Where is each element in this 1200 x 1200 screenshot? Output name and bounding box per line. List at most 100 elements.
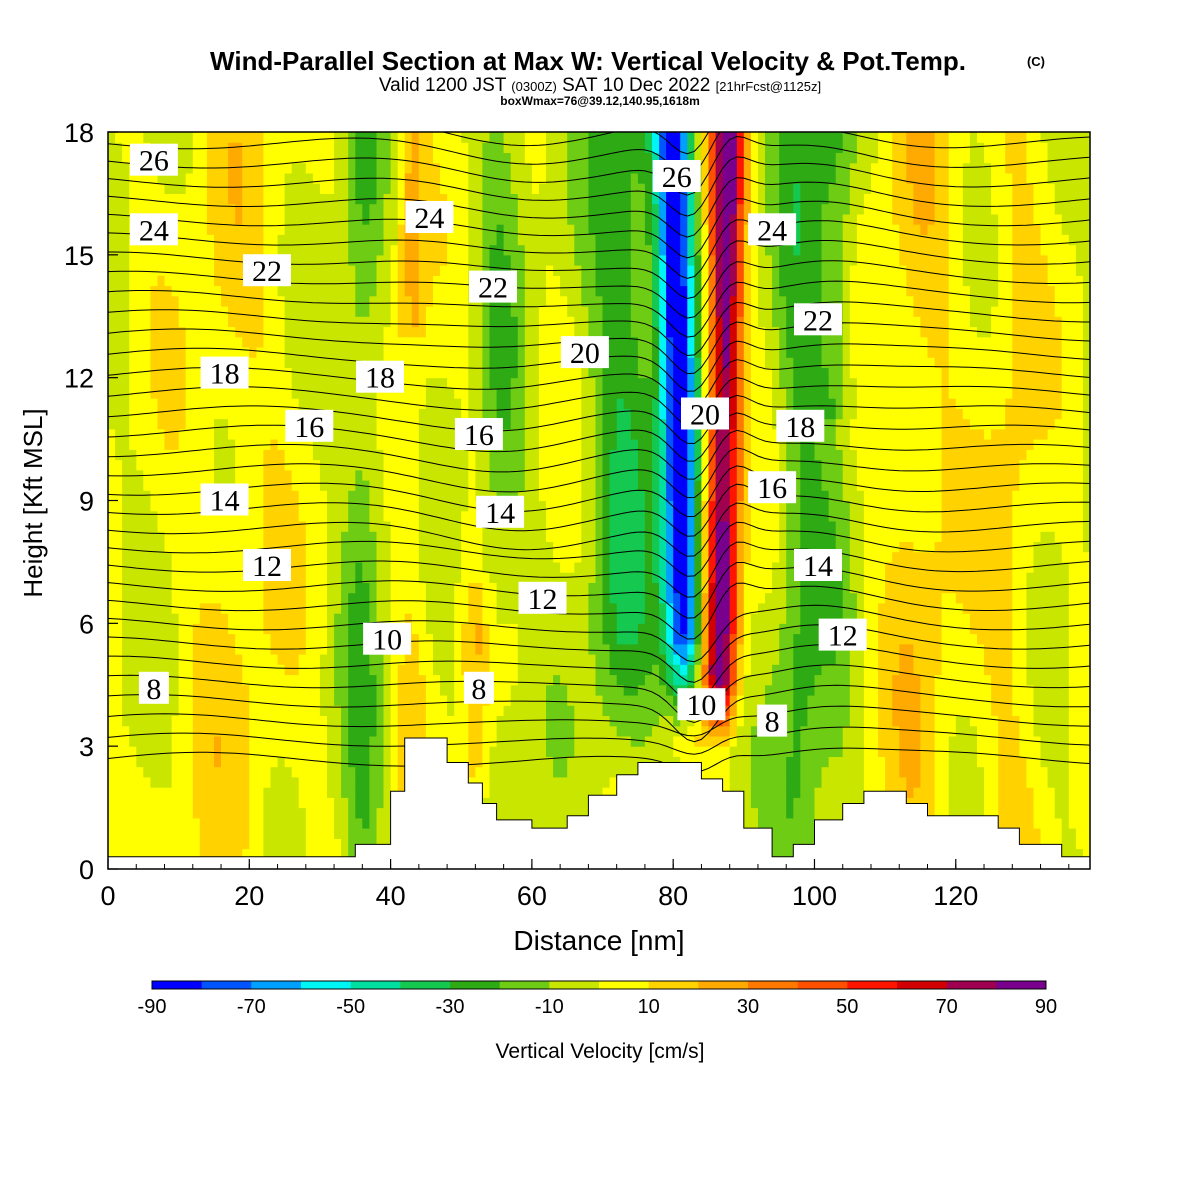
velocity-cell xyxy=(630,285,653,297)
velocity-cell xyxy=(468,213,483,225)
velocity-cell xyxy=(595,285,632,297)
velocity-cell xyxy=(659,244,667,256)
velocity-cell xyxy=(736,285,745,297)
velocity-cell xyxy=(680,664,688,676)
velocity-cell xyxy=(616,613,646,624)
velocity-cell xyxy=(602,316,632,328)
velocity-cell xyxy=(800,541,837,553)
velocity-cell xyxy=(433,295,469,307)
velocity-cell xyxy=(899,244,950,256)
velocity-cell xyxy=(588,592,604,604)
contour-label: 12 xyxy=(528,583,558,616)
velocity-cell xyxy=(574,316,589,328)
velocity-cell xyxy=(524,306,540,317)
velocity-cell xyxy=(687,285,695,297)
velocity-cell xyxy=(510,695,547,706)
velocity-cell xyxy=(800,459,823,471)
velocity-cell xyxy=(305,592,328,604)
velocity-cell xyxy=(694,602,703,614)
velocity-cell xyxy=(1005,398,1063,409)
velocity-cell xyxy=(461,531,483,542)
velocity-cell xyxy=(369,797,385,809)
velocity-cell xyxy=(652,510,660,522)
velocity-cell xyxy=(800,592,844,604)
velocity-cell xyxy=(687,336,695,348)
velocity-cell xyxy=(1005,162,1027,174)
velocity-cell xyxy=(1005,132,1027,143)
velocity-cell xyxy=(531,162,547,174)
velocity-cell xyxy=(108,234,130,246)
velocity-cell xyxy=(214,469,236,481)
velocity-cell xyxy=(249,766,272,778)
velocity-cell xyxy=(1026,162,1049,174)
velocity-cell xyxy=(659,306,667,317)
velocity-cell xyxy=(800,224,823,235)
velocity-cell xyxy=(800,776,823,788)
velocity-cell xyxy=(312,449,385,461)
colorbar-tick-label: 30 xyxy=(737,996,759,1018)
velocity-cell xyxy=(736,418,745,430)
velocity-cell xyxy=(659,326,667,338)
velocity-cell xyxy=(630,306,653,317)
velocity-cell xyxy=(418,439,490,450)
velocity-cell xyxy=(171,766,194,778)
velocity-cell xyxy=(348,735,370,747)
velocity-cell xyxy=(715,541,731,553)
velocity-cell xyxy=(687,357,695,368)
velocity-cell xyxy=(673,735,695,747)
velocity-cell xyxy=(221,602,264,614)
velocity-cell xyxy=(779,347,787,358)
velocity-cell xyxy=(750,254,759,266)
velocity-cell xyxy=(659,500,667,512)
velocity-cell xyxy=(842,306,851,317)
velocity-cell xyxy=(800,602,844,614)
velocity-cell xyxy=(962,602,1013,614)
velocity-cell xyxy=(362,213,370,225)
velocity-cell xyxy=(567,132,589,143)
velocity-cell xyxy=(680,766,731,778)
velocity-cell xyxy=(355,265,378,276)
velocity-cell xyxy=(715,295,724,307)
velocity-cell xyxy=(842,367,851,379)
velocity-cell xyxy=(984,142,1006,153)
velocity-cell xyxy=(468,336,483,348)
velocity-cell xyxy=(418,183,441,194)
velocity-cell xyxy=(376,592,392,604)
velocity-cell xyxy=(397,224,406,235)
velocity-cell xyxy=(948,224,964,235)
velocity-cell xyxy=(659,715,674,727)
velocity-cell xyxy=(673,531,688,542)
velocity-cell xyxy=(765,203,780,215)
velocity-cell xyxy=(793,387,830,399)
velocity-cell xyxy=(341,725,349,737)
velocity-cell xyxy=(878,142,893,153)
velocity-cell xyxy=(906,787,914,798)
velocity-cell xyxy=(736,592,745,604)
velocity-cell xyxy=(108,674,123,686)
velocity-cell xyxy=(482,316,491,328)
velocity-cell xyxy=(694,500,703,512)
velocity-cell xyxy=(390,275,399,287)
theta-contour xyxy=(108,521,1090,577)
velocity-cell xyxy=(765,336,780,348)
velocity-cell xyxy=(468,306,483,317)
velocity-cell xyxy=(934,674,992,686)
velocity-cell xyxy=(800,469,823,481)
velocity-cell xyxy=(750,275,759,287)
velocity-cell xyxy=(701,213,710,225)
velocity-cell xyxy=(376,684,385,696)
velocity-cell xyxy=(863,203,893,215)
velocity-cell xyxy=(319,469,356,481)
velocity-cell xyxy=(786,459,801,471)
velocity-cell xyxy=(108,828,201,839)
velocity-cell xyxy=(998,265,1013,276)
velocity-cell xyxy=(115,428,130,440)
velocity-cell xyxy=(433,654,455,665)
colorbar-swatch xyxy=(797,981,848,989)
velocity-cell xyxy=(863,746,879,757)
velocity-cell xyxy=(1047,776,1070,788)
velocity-cell xyxy=(108,418,130,430)
velocity-cell xyxy=(934,725,957,737)
velocity-cell xyxy=(418,633,434,645)
velocity-cell xyxy=(108,213,130,225)
